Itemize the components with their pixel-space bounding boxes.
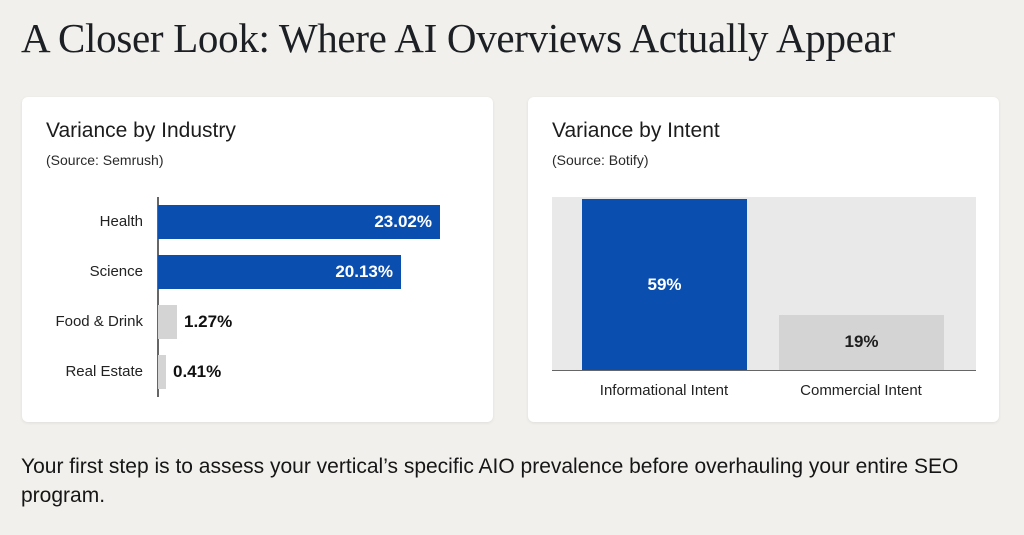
takeaway-text: Your first step is to assess your vertic… <box>21 455 959 507</box>
category-label: Science <box>89 263 143 280</box>
bar-food-drink <box>158 305 177 339</box>
y-axis-line <box>157 197 159 397</box>
value-label: 1.27% <box>184 312 233 331</box>
industry-chart-title: Variance by Industry <box>46 119 236 142</box>
category-label: Health <box>99 213 143 230</box>
bar-row-science: Science 20.13% <box>22 255 493 289</box>
category-label-informational: Informational Intent <box>599 382 729 399</box>
industry-chart-card: Variance by Industry (Source: Semrush) H… <box>22 97 493 422</box>
page-title: A Closer Look: Where AI Overviews Actual… <box>21 15 895 61</box>
bar-science <box>158 255 401 289</box>
bar-row-real-estate: Real Estate 0.41% <box>22 355 493 389</box>
intent-chart-card: Variance by Intent (Source: Botify) 59% … <box>528 97 999 422</box>
intent-chart-title: Variance by Intent <box>552 119 720 142</box>
industry-chart-source: (Source: Semrush) <box>46 152 164 168</box>
category-label: Real Estate <box>65 363 143 380</box>
value-label: 20.13% <box>335 262 393 281</box>
plot-area: 59% 19% <box>552 197 976 371</box>
intent-chart-source: (Source: Botify) <box>552 152 649 168</box>
bar-informational-intent: 59% <box>582 199 747 370</box>
bar-real-estate <box>158 355 166 389</box>
value-label: 19% <box>844 332 879 351</box>
category-label-commercial: Commercial Intent <box>800 382 922 399</box>
value-label: 0.41% <box>173 362 222 381</box>
bar-health <box>158 205 440 239</box>
value-label: 23.02% <box>374 212 432 231</box>
bar-row-food-drink: Food & Drink 1.27% <box>22 305 493 339</box>
bar-commercial-intent: 19% <box>779 315 944 370</box>
bar-row-health: Health 23.02% <box>22 205 493 239</box>
category-label: Food & Drink <box>55 313 143 330</box>
value-label: 59% <box>647 275 682 294</box>
